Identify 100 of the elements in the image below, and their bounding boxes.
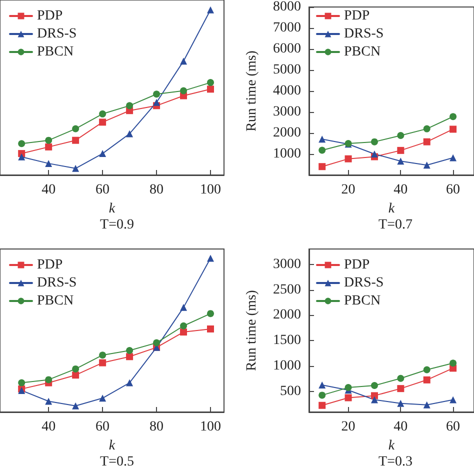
point — [207, 86, 214, 93]
point — [126, 102, 134, 110]
point — [423, 162, 430, 169]
y-tick-label: 6000 — [273, 42, 301, 56]
legend-label: DRS-S — [344, 276, 384, 290]
point — [126, 346, 134, 354]
x-tick-label: 60 — [446, 182, 460, 198]
legend-label: DRS-S — [344, 26, 384, 42]
point — [207, 6, 214, 14]
y-tick-label: 5000 — [273, 62, 301, 78]
y-tick-label: 1500 — [273, 333, 301, 348]
point — [370, 396, 378, 404]
point — [180, 322, 188, 330]
y-tick-label: 1000 — [273, 146, 301, 162]
point — [153, 339, 160, 346]
point — [207, 310, 214, 318]
x-axis-title: k — [388, 202, 396, 216]
point — [397, 146, 404, 154]
point — [45, 143, 52, 150]
x-tick-label: 20 — [341, 182, 356, 198]
legend-label: DRS-S — [37, 26, 77, 42]
point — [423, 138, 430, 146]
point — [370, 138, 378, 146]
point — [397, 400, 404, 407]
point — [72, 402, 80, 410]
y-tick-label: 3000 — [273, 104, 301, 120]
text: T=0.5 — [100, 454, 134, 470]
x-tick-label: 40 — [42, 420, 56, 434]
point — [318, 382, 326, 389]
point — [397, 158, 404, 165]
point — [99, 352, 106, 359]
point — [344, 384, 352, 392]
x-tick-label: 60 — [96, 420, 110, 434]
point — [72, 164, 80, 172]
point — [450, 396, 457, 404]
point — [126, 130, 134, 138]
y-tick-label: 2000 — [273, 126, 301, 140]
x-axis-title: k — [108, 202, 116, 216]
point — [126, 353, 134, 360]
point — [153, 90, 160, 98]
y-axis-title: Run time (ms) — [244, 290, 260, 371]
point — [153, 98, 160, 106]
legend-label: PDP — [37, 258, 63, 272]
y-tick-label: 2500 — [273, 282, 301, 298]
x-tick-label: 80 — [150, 420, 164, 434]
text: T=0.7 — [378, 218, 412, 232]
point — [180, 58, 188, 65]
point — [318, 402, 326, 409]
point — [450, 360, 457, 367]
y-tick-label: 7000 — [273, 20, 301, 36]
text: T=0.3 — [378, 454, 412, 470]
point — [450, 126, 457, 133]
y-tick-label: 2000 — [273, 308, 301, 323]
point — [397, 385, 404, 392]
point — [318, 392, 326, 399]
x-axis-title: k — [108, 438, 116, 454]
point — [18, 153, 26, 160]
point — [423, 366, 430, 374]
x-tick-label: 40 — [42, 182, 56, 198]
text: T=0.9 — [100, 218, 134, 232]
point — [99, 359, 106, 366]
x-tick-label: 80 — [150, 182, 164, 198]
legend-label: DRS-S — [37, 276, 77, 290]
point — [450, 113, 457, 120]
point — [45, 398, 52, 405]
legend-label: PDP — [37, 8, 63, 24]
legend-label: PDP — [344, 8, 370, 24]
legend-label: PBCN — [37, 44, 74, 60]
x-tick-label: 100 — [200, 182, 222, 198]
point — [72, 365, 80, 372]
point — [18, 379, 26, 386]
x-tick-label: 40 — [394, 182, 408, 198]
point — [207, 325, 214, 332]
point — [370, 150, 378, 158]
x-tick-label: 20 — [341, 420, 356, 434]
point — [180, 328, 188, 336]
y-tick-label: 500 — [280, 384, 301, 400]
legend-label: PBCN — [344, 44, 381, 60]
point — [207, 79, 214, 86]
point — [450, 154, 457, 162]
legend-label: PBCN — [37, 294, 74, 308]
y-tick-label: 3000 — [273, 256, 301, 272]
point — [397, 374, 404, 382]
legend-label: PBCN — [344, 294, 381, 308]
point — [207, 254, 214, 262]
point — [72, 136, 80, 144]
point — [72, 372, 80, 379]
y-tick-label: 8000 — [273, 0, 301, 14]
point — [423, 376, 430, 384]
point — [72, 125, 80, 132]
point — [99, 150, 106, 158]
point — [318, 163, 326, 170]
point — [45, 376, 52, 384]
x-tick-label: 100 — [200, 420, 222, 434]
y-tick-label: 1000 — [273, 358, 301, 374]
point — [45, 136, 52, 144]
point — [99, 394, 106, 402]
x-tick-label: 60 — [446, 420, 460, 434]
point — [344, 155, 352, 162]
point — [180, 304, 188, 311]
